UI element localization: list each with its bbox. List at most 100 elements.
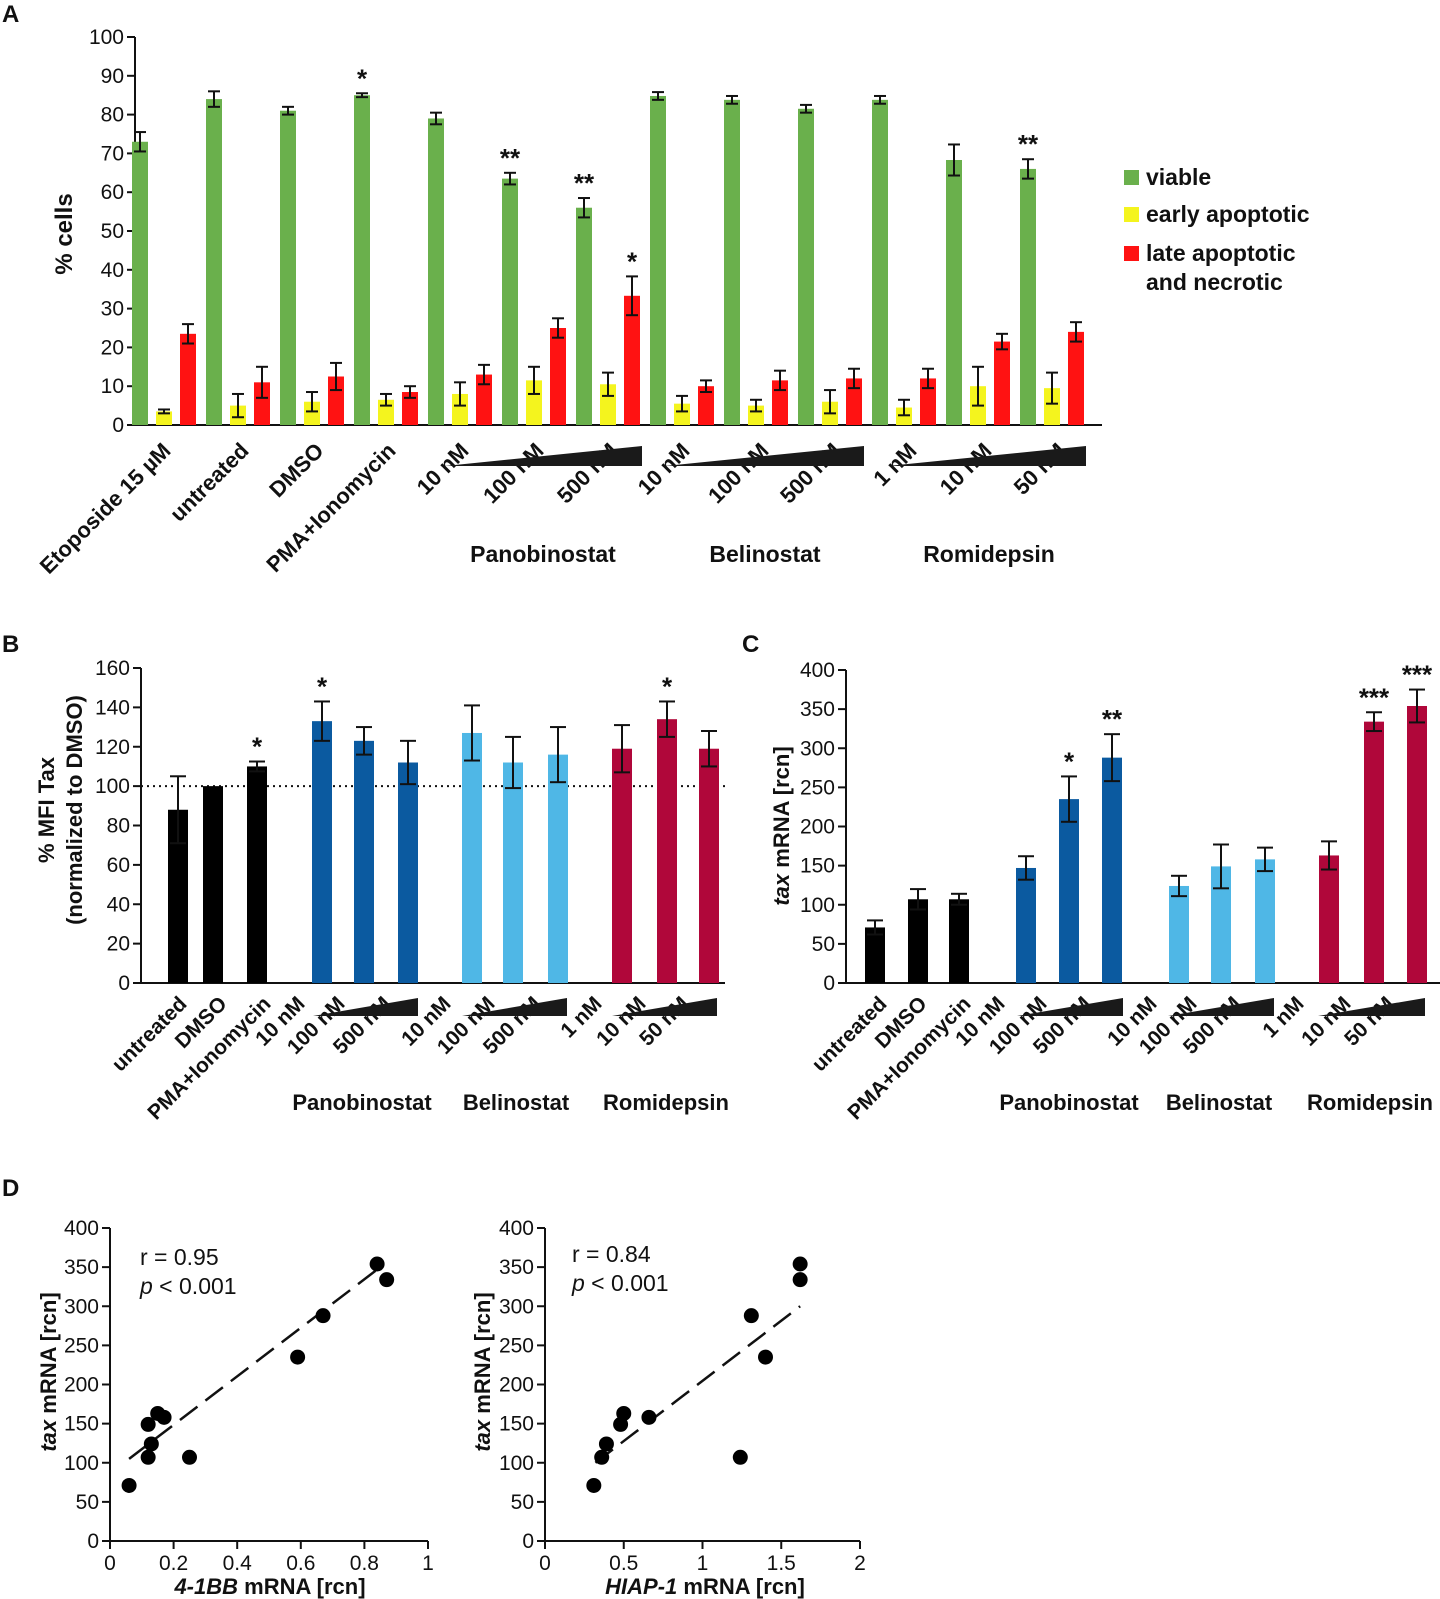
bar-viable [1020, 168, 1036, 426]
panel-a-chart: 0102030405060708090100********Etoposide … [35, 26, 1102, 579]
panel-label-a: A [2, 1, 19, 28]
panel-b-y-tick-label: 160 [95, 657, 130, 680]
bar-late-apoptotic [476, 374, 492, 425]
panel-b-bar [548, 754, 568, 983]
panel-c-y-tick-label: 50 [812, 933, 835, 956]
panel-b-bar [398, 762, 418, 983]
panel-d-right-data-point [758, 1349, 773, 1365]
significance-star: ** [500, 143, 521, 173]
panel-d-right-data-point [743, 1308, 759, 1324]
category-label: DMSO [264, 438, 328, 502]
panel-b-bar [503, 762, 523, 983]
group-label: Romidepsin [923, 541, 1055, 567]
panel-d-right-data-point [598, 1436, 614, 1452]
panel-b-group-label: Romidepsin [603, 1090, 729, 1115]
panel-d-right-x-axis-label-rest: mRNA [rcn] [677, 1574, 805, 1599]
panel-d-right-data-point [594, 1449, 610, 1465]
panel-c-chart: 050100150200250300350400*********untreat… [800, 659, 1440, 1124]
panel-c-group-label: Belinostat [1166, 1090, 1273, 1115]
panel-c-group-label: Romidepsin [1307, 1090, 1433, 1115]
panel-c-y-tick-label: 350 [800, 698, 835, 721]
category-label: 10 nM [412, 438, 474, 500]
panel-c-significance-star: * [1064, 746, 1075, 776]
legend-label-late-apoptotic: late apoptotic [1146, 240, 1296, 266]
panel-b-y-tick-label: 40 [107, 893, 130, 916]
panel-d-left-x-tick-label: 0.4 [223, 1552, 253, 1575]
bar-late-apoptotic [402, 392, 418, 425]
panel-a-y-tick-label: 80 [101, 104, 124, 127]
panel-c-bar [865, 927, 885, 983]
panel-d-right-data-point [586, 1477, 602, 1493]
legend-label-and-necrotic: and necrotic [1146, 269, 1283, 295]
significance-star: * [357, 63, 368, 93]
panel-d-left-data-point [143, 1436, 159, 1452]
panel-d-left-data-point [140, 1416, 156, 1432]
panel-d-right-x-tick-label: 2 [854, 1552, 866, 1575]
bar-early-apoptotic [156, 411, 172, 425]
panel-c-y-axis-label: tax mRNA [rcn] [769, 746, 794, 905]
bar-late-apoptotic [698, 386, 714, 425]
bar-viable [132, 141, 148, 425]
panel-b-y-tick-label: 140 [95, 696, 130, 719]
panel-d-left-x-tick-label: 0.2 [159, 1552, 188, 1575]
bar-viable [798, 108, 814, 425]
panel-d-right-y-tick-label: 200 [499, 1374, 534, 1397]
panel-c-y-axis-label-rest: mRNA [rcn] [769, 746, 794, 874]
legend-swatch-late-apoptotic [1124, 246, 1139, 261]
panel-b-significance-star: * [252, 732, 263, 762]
panel-c-y-tick-label: 100 [800, 894, 835, 917]
panel-d-right-data-point [616, 1405, 632, 1421]
panel-d-left-y-tick-label: 300 [64, 1295, 99, 1318]
category-label: 50 nM [1009, 438, 1071, 500]
category-label: 500 nM [775, 438, 845, 508]
panel-c-y-tick-label: 300 [800, 737, 835, 760]
panel-a-y-tick-label: 30 [101, 298, 124, 321]
panel-d-left-y-tick-label: 400 [64, 1217, 99, 1240]
panel-c-dose-wedge-1 [1168, 998, 1274, 1016]
panel-b-significance-star: * [662, 671, 673, 701]
panel-d-right-x-tick-label: 0.5 [609, 1552, 638, 1575]
panel-d-right-x-axis-label: HIAP-1 mRNA [rcn] [605, 1574, 805, 1599]
panel-c-bar [1319, 855, 1339, 983]
panel-a-y-axis-label: % cells [51, 193, 78, 274]
panel-b-dose-wedge-1 [462, 998, 567, 1016]
panel-d-right-data-point [732, 1449, 748, 1465]
panel-d-right-p-italic: p [571, 1270, 585, 1296]
panel-d-left-x-axis-label-rest: mRNA [rcn] [238, 1574, 366, 1599]
bar-late-apoptotic [550, 328, 566, 425]
panel-d-left-data-point [156, 1409, 172, 1425]
panel-c-dose-wedge-2 [1318, 998, 1425, 1016]
panel-b-category-label: 50 nM [635, 992, 693, 1050]
legend-label-early-apoptotic: early apoptotic [1146, 201, 1310, 227]
panel-c-y-tick-label: 250 [800, 776, 835, 799]
panel-d-left-data-point [290, 1349, 306, 1365]
panel-b-bar [612, 748, 632, 983]
panel-d-right-y-tick-label: 250 [499, 1334, 534, 1357]
group-label: Panobinostat [470, 541, 616, 567]
panel-a-y-tick-label: 50 [101, 220, 124, 243]
panel-d-right-x-axis-label-italic: HIAP-1 [605, 1574, 677, 1599]
panel-d-left-y-axis-label-italic: tax [36, 1419, 61, 1452]
panel-label-d: D [2, 1175, 19, 1202]
panel-d-right-data-point [641, 1409, 657, 1425]
panel-b-dose-wedge-0 [313, 998, 418, 1016]
bar-viable [502, 178, 518, 425]
legend-swatch-viable [1124, 170, 1139, 185]
bar-early-apoptotic [526, 380, 542, 425]
panel-c-significance-star: *** [1402, 660, 1433, 690]
dose-wedge-romidepsin [888, 446, 1086, 466]
panel-b-bar [168, 809, 188, 983]
bar-viable [724, 99, 740, 425]
bar-early-apoptotic [1044, 388, 1060, 425]
panel-d-left-y-tick-label: 50 [76, 1491, 99, 1514]
panel-d-right-y-axis-label: tax mRNA [rcn] [470, 1292, 495, 1451]
panel-c-significance-star: ** [1102, 704, 1123, 734]
bar-late-apoptotic [254, 382, 270, 425]
panel-d-left-data-point [140, 1449, 156, 1465]
panel-c-bar [1211, 866, 1231, 983]
significance-star: ** [574, 168, 595, 198]
group-label: Belinostat [709, 541, 821, 567]
panel-c-y-tick-label: 0 [823, 972, 835, 995]
panel-d-left-x-tick-label: 1 [422, 1552, 434, 1575]
